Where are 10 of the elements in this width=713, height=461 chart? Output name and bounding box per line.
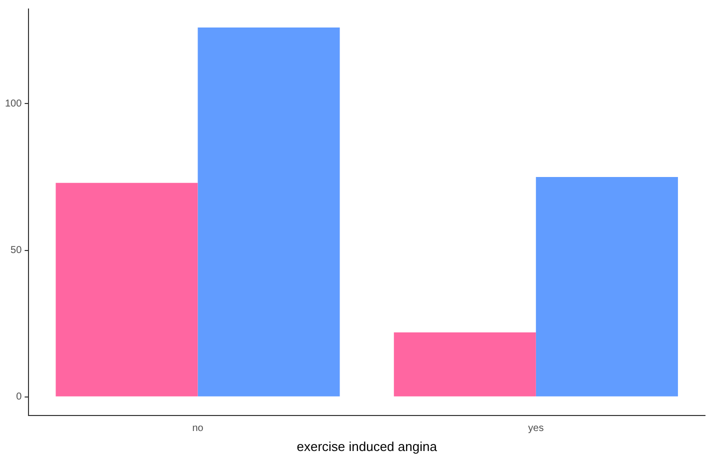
x-tick-label: yes xyxy=(528,423,544,434)
bar xyxy=(536,177,678,396)
x-axis-title: exercise induced angina xyxy=(296,438,438,454)
bar xyxy=(56,182,198,396)
y-tick-label: 100 xyxy=(4,98,22,110)
bar xyxy=(394,332,536,396)
x-tick-label: no xyxy=(192,423,204,434)
bar xyxy=(198,27,340,396)
y-tick-label: 0 xyxy=(16,392,22,403)
y-tick-label: 50 xyxy=(10,245,22,256)
